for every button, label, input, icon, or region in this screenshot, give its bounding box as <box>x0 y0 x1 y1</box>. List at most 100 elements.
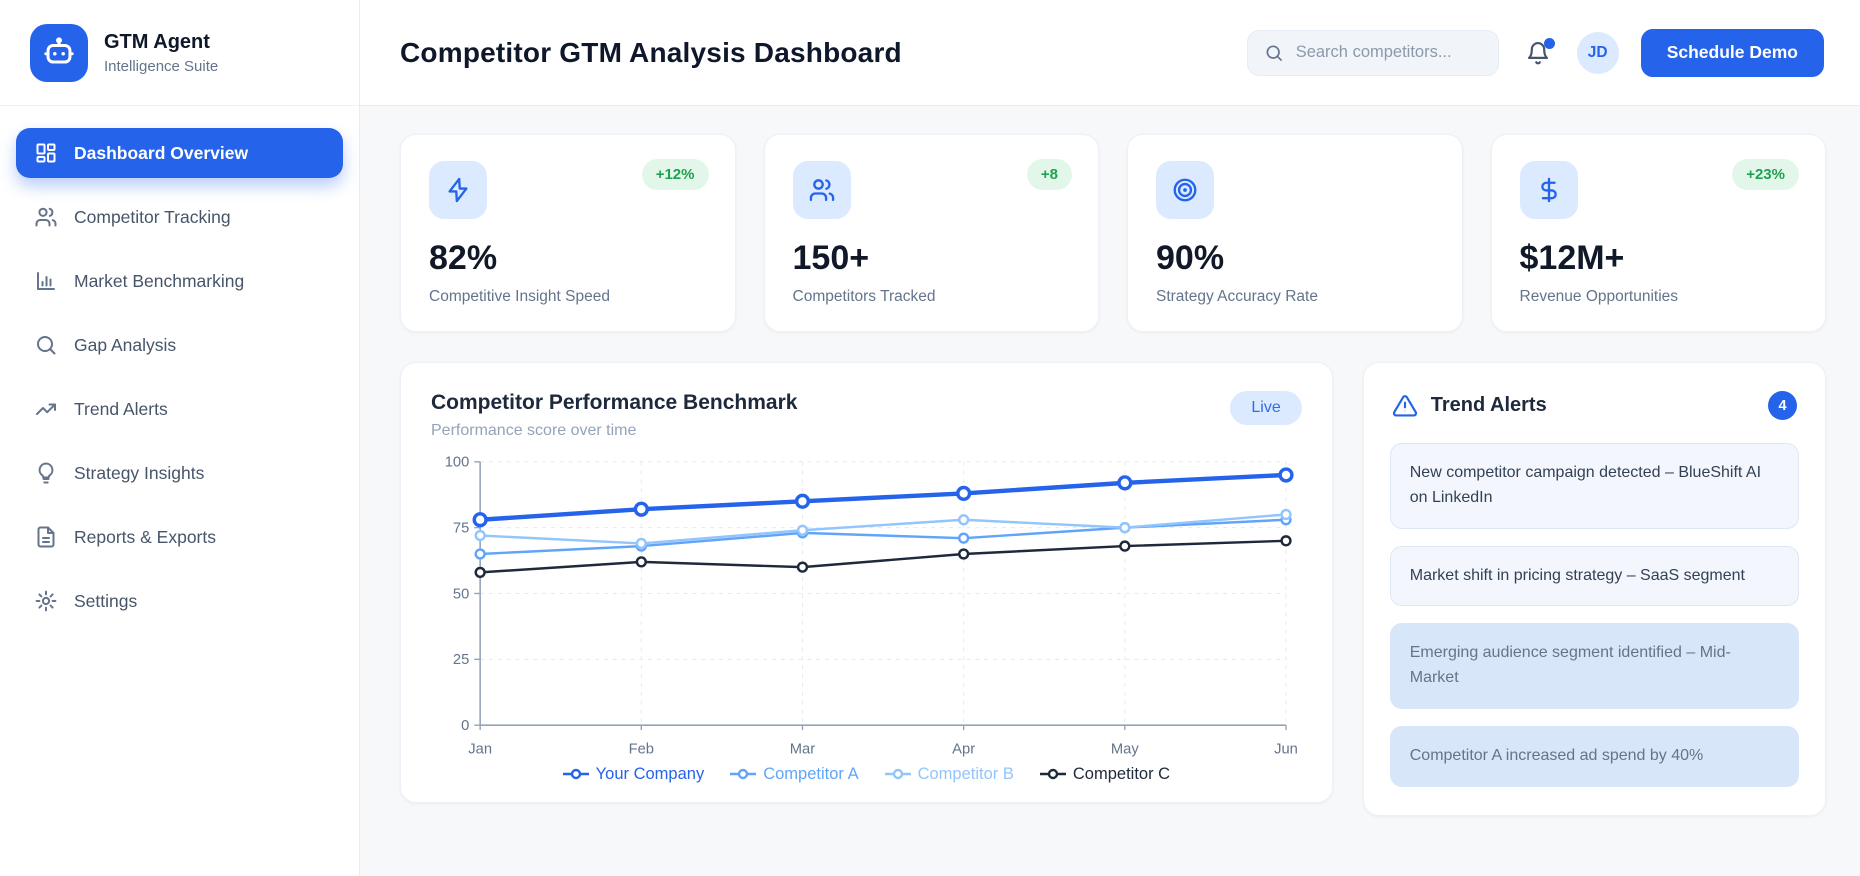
stat-value: 150+ <box>792 239 870 277</box>
stat-card: +8 150+ Competitors Tracked <box>763 134 1099 332</box>
stat-label: Competitive Insight Speed <box>429 288 610 305</box>
users-icon <box>34 205 58 229</box>
sidebar-item-market-benchmarking[interactable]: Market Benchmarking <box>16 256 343 306</box>
svg-text:Apr: Apr <box>952 742 975 758</box>
search-box[interactable] <box>1246 29 1499 76</box>
stat-change-badge: +8 <box>1026 159 1072 190</box>
legend-marker-icon <box>562 768 589 780</box>
stat-change-badge: +12% <box>641 159 709 190</box>
gear-icon <box>34 589 58 613</box>
alerts-count-badge: 4 <box>1768 391 1797 420</box>
sidebar-item-strategy-insights[interactable]: Strategy Insights <box>16 448 343 498</box>
alert-text: Competitor A increased ad spend by 40% <box>1409 746 1704 764</box>
sidebar-item-dashboard-overview[interactable]: Dashboard Overview <box>16 128 343 178</box>
svg-text:0: 0 <box>461 718 469 734</box>
lightning-icon <box>429 161 487 219</box>
svg-text:25: 25 <box>453 652 469 668</box>
stat-value: 82% <box>429 239 498 277</box>
svg-text:100: 100 <box>445 455 470 471</box>
sidebar-nav: Dashboard Overview Competitor Tracking M… <box>0 106 359 648</box>
app-tagline: Intelligence Suite <box>104 57 219 75</box>
trend-alerts-card: Trend Alerts 4 New competitor campaign d… <box>1362 362 1826 816</box>
page-title: Competitor GTM Analysis Dashboard <box>400 36 902 68</box>
target-icon <box>1156 161 1214 219</box>
robot-icon <box>30 23 88 82</box>
dashboard-content: +12% 82% Competitive Insight Speed +8 15… <box>360 106 1860 876</box>
alert-item: New competitor campaign detected – BlueS… <box>1389 443 1799 529</box>
legend-marker-icon <box>1039 768 1066 780</box>
sidebar-item-competitor-tracking[interactable]: Competitor Tracking <box>16 192 343 242</box>
stat-label: Strategy Accuracy Rate <box>1156 288 1318 305</box>
svg-text:Feb: Feb <box>629 742 654 758</box>
sidebar-item-label: Dashboard Overview <box>74 142 249 163</box>
trending-up-icon <box>34 397 58 421</box>
alert-triangle-icon <box>1392 393 1418 419</box>
alert-item: Competitor A increased ad spend by 40% <box>1389 725 1799 787</box>
svg-text:Jun: Jun <box>1274 742 1298 758</box>
bell-icon <box>1525 40 1551 66</box>
sidebar: GTM Agent Intelligence Suite Dashboard O… <box>0 0 360 876</box>
stat-label: Competitors Tracked <box>792 288 936 305</box>
alerts-list: New competitor campaign detected – BlueS… <box>1389 443 1799 787</box>
search-icon <box>34 333 58 357</box>
legend-item: Competitor B <box>884 764 1014 784</box>
sidebar-item-trend-alerts[interactable]: Trend Alerts <box>16 384 343 434</box>
topbar: Competitor GTM Analysis Dashboard JD Sch… <box>360 0 1860 106</box>
stat-value: $12M+ <box>1519 239 1625 277</box>
stat-value: 90% <box>1156 239 1225 277</box>
legend-label: Competitor A <box>763 764 859 783</box>
schedule-demo-button[interactable]: Schedule Demo <box>1640 28 1824 77</box>
legend-label: Your Company <box>595 764 705 783</box>
sidebar-item-gap-analysis[interactable]: Gap Analysis <box>16 320 343 370</box>
sidebar-item-label: Settings <box>74 590 138 611</box>
notification-dot <box>1543 37 1555 49</box>
sidebar-item-label: Gap Analysis <box>74 334 177 355</box>
alert-text: New competitor campaign detected – BlueS… <box>1409 464 1762 506</box>
benchmark-line-chart: 0 25 50 75 100 Jan Feb Mar Apr May Jun <box>431 450 1302 763</box>
stat-card: 90% Strategy Accuracy Rate <box>1127 134 1463 332</box>
sidebar-item-label: Strategy Insights <box>74 462 205 483</box>
alert-text: Emerging audience segment identified – M… <box>1409 644 1731 687</box>
live-badge: Live <box>1230 391 1302 425</box>
alert-text: Market shift in pricing strategy – SaaS … <box>1409 566 1745 584</box>
dashboard-grid-icon <box>34 141 58 165</box>
svg-text:50: 50 <box>453 586 469 602</box>
legend-marker-icon <box>730 768 757 780</box>
legend-label: Competitor B <box>917 764 1014 783</box>
chart-legend: Your Company Competitor A Competitor B Comp… <box>431 765 1302 784</box>
sidebar-item-label: Market Benchmarking <box>74 270 245 291</box>
sidebar-item-label: Trend Alerts <box>74 398 168 419</box>
svg-text:Mar: Mar <box>790 742 815 758</box>
users-icon <box>792 161 851 219</box>
alert-item: Emerging audience segment identified – M… <box>1389 623 1799 709</box>
sidebar-item-settings[interactable]: Settings <box>16 576 343 626</box>
legend-marker-icon <box>884 768 911 780</box>
notifications-bell-button[interactable] <box>1525 37 1555 66</box>
app-logo: GTM Agent Intelligence Suite <box>0 0 359 106</box>
trend-alerts-title: Trend Alerts <box>1430 394 1547 416</box>
bar-chart-icon <box>34 269 58 293</box>
sidebar-item-label: Competitor Tracking <box>74 206 231 227</box>
stat-card: +12% 82% Competitive Insight Speed <box>400 134 736 332</box>
svg-text:May: May <box>1111 742 1139 758</box>
legend-label: Competitor C <box>1072 764 1171 783</box>
legend-item: Competitor C <box>1039 764 1171 784</box>
chart-subtitle: Performance score over time <box>431 422 637 439</box>
file-text-icon <box>34 525 58 549</box>
benchmark-chart-card: Competitor Performance Benchmark Perform… <box>400 362 1333 803</box>
sidebar-item-label: Reports & Exports <box>74 526 216 547</box>
chart-title: Competitor Performance Benchmark <box>431 391 798 414</box>
svg-text:Jan: Jan <box>468 742 492 758</box>
legend-item: Competitor A <box>730 764 859 784</box>
lightbulb-icon <box>34 461 58 485</box>
stat-label: Revenue Opportunities <box>1519 288 1679 305</box>
alert-item: Market shift in pricing strategy – SaaS … <box>1389 545 1799 607</box>
search-icon <box>1264 43 1284 63</box>
dollar-icon <box>1519 161 1578 219</box>
stat-change-badge: +23% <box>1732 159 1799 190</box>
stats-row: +12% 82% Competitive Insight Speed +8 15… <box>400 134 1826 332</box>
avatar[interactable]: JD <box>1576 31 1619 74</box>
search-input[interactable] <box>1293 42 1482 63</box>
sidebar-item-reports-exports[interactable]: Reports & Exports <box>16 512 343 562</box>
svg-text:75: 75 <box>453 521 469 537</box>
